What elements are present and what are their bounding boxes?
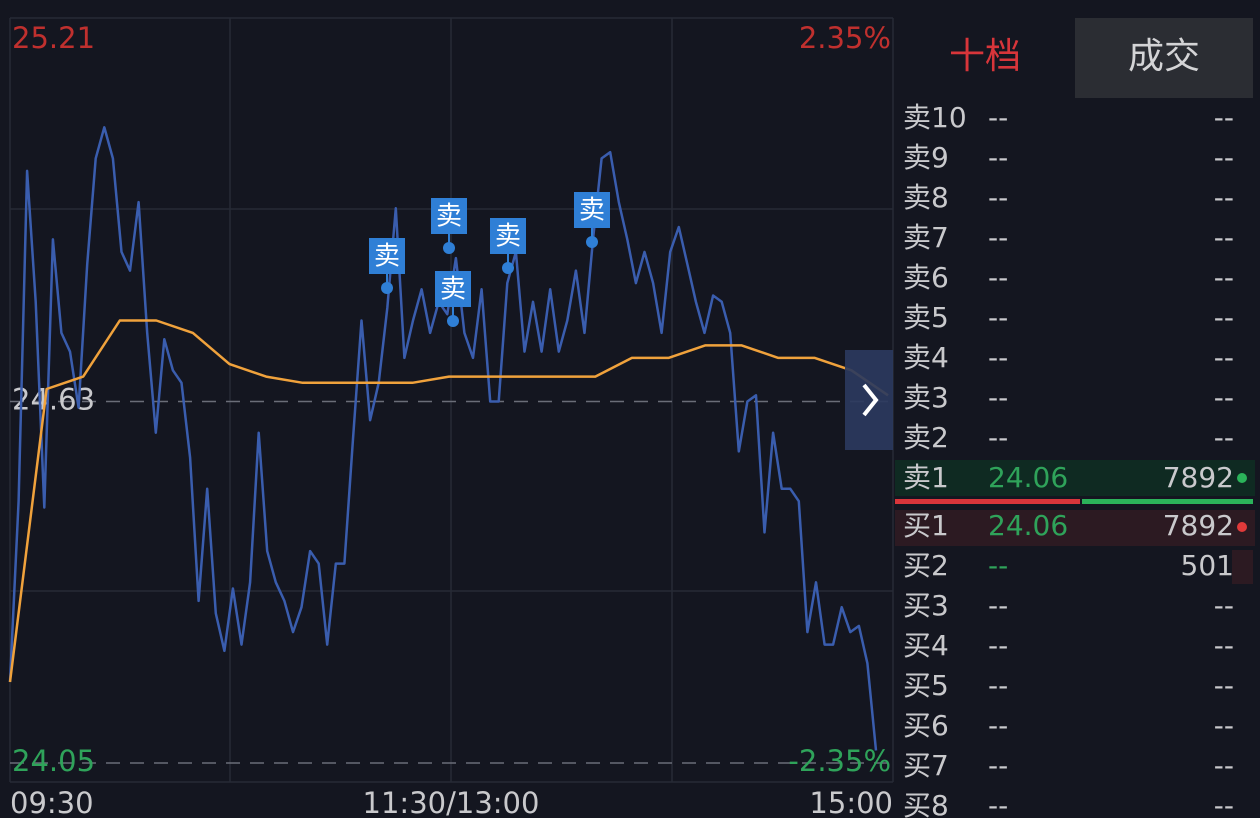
row-label: 卖7 xyxy=(903,221,949,254)
row-volume: -- xyxy=(1214,789,1234,818)
row-volume: 7892 xyxy=(1163,509,1234,542)
row-volume: -- xyxy=(1214,261,1234,294)
annotation-box xyxy=(369,238,405,274)
y2-tick-label: 2.35% xyxy=(799,21,891,55)
tab-active[interactable]: 十档 xyxy=(949,36,1021,77)
row-volume: -- xyxy=(1214,341,1234,374)
y-tick-label: 24.05 xyxy=(12,744,95,778)
ask-highlight xyxy=(895,460,1255,496)
bid-highlight xyxy=(895,510,1255,546)
annotation-dot xyxy=(443,242,455,254)
row-volume: -- xyxy=(1214,381,1234,414)
annotation-box xyxy=(435,271,471,307)
row-label: 卖8 xyxy=(903,181,949,214)
row-volume: -- xyxy=(1214,669,1234,702)
row-volume: -- xyxy=(1214,181,1234,214)
row-label: 买4 xyxy=(903,629,949,662)
row-price: 24.06 xyxy=(988,509,1068,542)
tab-box[interactable] xyxy=(1075,18,1253,98)
annotation: 卖 xyxy=(579,196,605,226)
row-label: 卖1 xyxy=(903,461,949,494)
row-price: -- xyxy=(988,301,1008,334)
row-price: -- xyxy=(988,589,1008,622)
row-label: 卖3 xyxy=(903,381,949,414)
row-volume: 501 xyxy=(1181,549,1234,582)
annotation-box xyxy=(574,192,610,228)
bid-volume-bar xyxy=(1232,550,1253,584)
average-line xyxy=(8,319,889,683)
row-label: 卖4 xyxy=(903,341,949,374)
row-price: -- xyxy=(988,341,1008,374)
row-label: 买1 xyxy=(903,509,949,542)
expand-button[interactable] xyxy=(845,350,893,450)
row-label: 卖9 xyxy=(903,141,949,174)
plot: 25.21 24.63 24.05 2.35% -2.35% 09:30 11:30/13:… xyxy=(8,21,893,818)
row-label: 卖10 xyxy=(903,101,967,134)
expand-bg[interactable] xyxy=(845,350,893,450)
annotation: 卖 xyxy=(440,275,466,305)
y-tick-label: 25.21 xyxy=(12,21,95,55)
row-volume: -- xyxy=(1214,421,1234,454)
row-price: -- xyxy=(988,181,1008,214)
row-price: -- xyxy=(988,749,1008,782)
annotation-dot xyxy=(447,315,459,327)
ask-dot xyxy=(1237,473,1247,483)
row-label: 买8 xyxy=(903,789,949,818)
row-volume: 7892 xyxy=(1163,461,1234,494)
chart-frame xyxy=(9,17,894,783)
price-line xyxy=(8,126,878,751)
row-price: -- xyxy=(988,381,1008,414)
annotation-dot xyxy=(502,262,514,274)
row-volume: -- xyxy=(1214,101,1234,134)
tab[interactable]: 成交 xyxy=(1128,36,1200,77)
ask-ratio xyxy=(1082,499,1253,504)
row-price: -- xyxy=(988,669,1008,702)
row-label: 卖2 xyxy=(903,421,949,454)
bid-dot xyxy=(1237,522,1247,532)
annotation: 卖 xyxy=(374,242,400,272)
row-price: -- xyxy=(988,101,1008,134)
row-price: -- xyxy=(988,629,1008,662)
x-tick-label: 15:00 xyxy=(809,786,893,818)
row-volume: -- xyxy=(1214,141,1234,174)
row-label: 卖5 xyxy=(903,301,949,334)
row-price: -- xyxy=(988,709,1008,742)
row-price: -- xyxy=(988,549,1008,582)
row-label: 买5 xyxy=(903,669,949,702)
row-label: 买7 xyxy=(903,749,949,782)
y2-tick-label: -2.35% xyxy=(788,744,891,778)
annotation: 卖 xyxy=(495,222,521,252)
row-volume: -- xyxy=(1214,221,1234,254)
annotation-box xyxy=(490,218,526,254)
expand-icon[interactable] xyxy=(862,383,879,417)
row-price: 24.06 xyxy=(988,461,1068,494)
row-price: -- xyxy=(988,789,1008,818)
order-book: 卖10 -- -- 卖9 -- -- 卖8 -- -- 卖7 -- -- 卖6 -- -- 卖5 -- -- 卖4 -… xyxy=(903,101,1234,818)
x-tick-label: 11:30/13:00 xyxy=(363,786,540,818)
row-price: -- xyxy=(988,261,1008,294)
row-label: 买3 xyxy=(903,589,949,622)
annotation: 卖 xyxy=(436,202,462,232)
row-label: 买2 xyxy=(903,549,949,582)
bid-ratio xyxy=(895,499,1080,504)
row-price: -- xyxy=(988,421,1008,454)
row-volume: -- xyxy=(1214,629,1234,662)
row-label: 买6 xyxy=(903,709,949,742)
row-volume: -- xyxy=(1214,301,1234,334)
row-price: -- xyxy=(988,221,1008,254)
row-label: 卖6 xyxy=(903,261,949,294)
row-volume: -- xyxy=(1214,749,1234,782)
annotation-dot xyxy=(381,282,393,294)
annotation-dot xyxy=(586,236,598,248)
row-volume: -- xyxy=(1214,709,1234,742)
x-tick-label: 09:30 xyxy=(10,786,94,818)
y-tick-label: 24.63 xyxy=(12,383,95,417)
row-volume: -- xyxy=(1214,589,1234,622)
annotation-box xyxy=(431,198,467,234)
row-price: -- xyxy=(988,141,1008,174)
